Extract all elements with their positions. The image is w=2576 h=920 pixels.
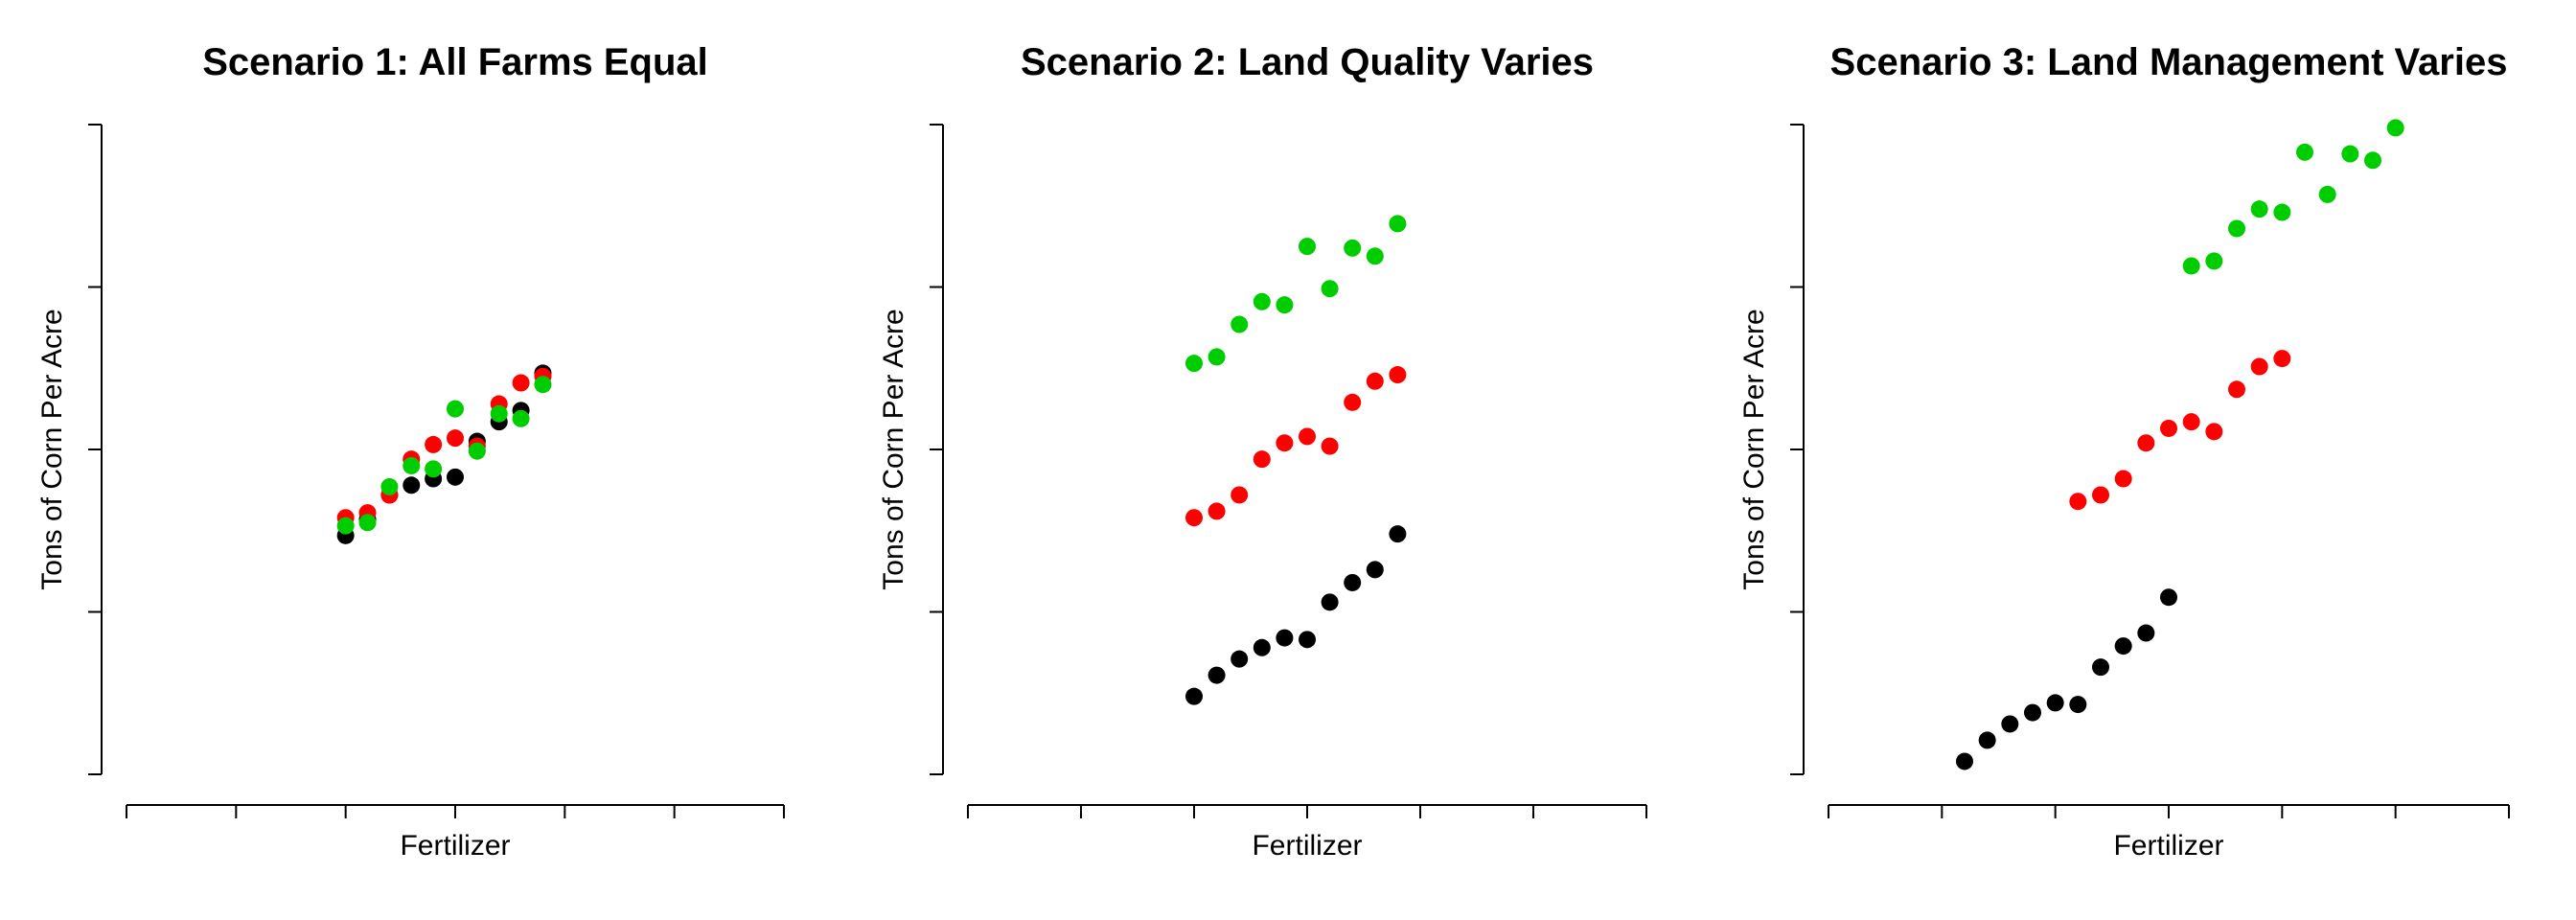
data-point [2205, 252, 2223, 270]
data-point [1389, 366, 1407, 384]
series-1 [1956, 588, 2177, 770]
data-point [1185, 687, 1203, 705]
data-point [380, 477, 399, 495]
y-axis-label: Tons of Corn Per Acre [878, 309, 909, 589]
x-axis-label: Fertilizer [2113, 830, 2223, 862]
data-point [2273, 350, 2291, 368]
data-point [534, 376, 552, 394]
data-point [1299, 238, 1316, 256]
data-point [1366, 372, 1384, 390]
panel-2: Scenario 2: Land Quality Varies Fertilize… [878, 41, 1647, 862]
data-point [1366, 247, 1384, 265]
series-1 [1185, 525, 1407, 705]
data-point [425, 435, 443, 453]
data-point [1299, 631, 1316, 649]
data-point [2024, 703, 2041, 722]
data-point [447, 429, 464, 448]
data-point [2092, 658, 2109, 677]
y-axis-label: Tons of Corn Per Acre [1738, 309, 1770, 589]
data-point [2205, 423, 2223, 441]
data-point [1208, 502, 1226, 520]
series-2 [336, 367, 552, 527]
data-point [2364, 151, 2381, 170]
data-point [1230, 650, 1249, 668]
data-point [1299, 427, 1316, 446]
x-axis-label: Fertilizer [400, 830, 510, 862]
data-point [1321, 280, 1339, 298]
data-point [2250, 200, 2268, 218]
data-point [447, 468, 464, 486]
data-point [2114, 637, 2132, 656]
chart-title: Scenario 1: All Farms Equal [202, 41, 708, 83]
data-point [2182, 413, 2200, 431]
data-point [1208, 348, 1226, 366]
data-point [1389, 215, 1407, 233]
data-point [1276, 629, 1294, 647]
data-point [2001, 715, 2019, 733]
series-3 [2182, 119, 2404, 275]
data-point [2250, 357, 2268, 376]
data-point [1276, 296, 1294, 314]
data-point [1321, 593, 1339, 611]
data-point [1344, 393, 1362, 411]
data-point [2046, 694, 2064, 712]
data-point [1253, 638, 1271, 656]
data-point [1321, 437, 1339, 455]
data-point [2228, 380, 2245, 399]
data-point [336, 517, 355, 535]
data-point [490, 404, 508, 423]
data-point [1208, 666, 1226, 684]
chart-title: Scenario 3: Land Management Varies [1830, 41, 2508, 83]
data-point [1230, 315, 1249, 334]
data-point [1344, 239, 1362, 257]
series-2 [1185, 366, 1407, 527]
data-point [1230, 486, 1249, 504]
data-point [2160, 419, 2177, 437]
data-point [1389, 525, 1407, 543]
data-point [1185, 509, 1203, 527]
data-point [1366, 561, 1384, 579]
data-point [2318, 185, 2336, 203]
data-point [1253, 450, 1271, 469]
data-point [1253, 292, 1271, 310]
data-point [425, 460, 443, 478]
data-point [2069, 696, 2087, 714]
series-2 [2069, 350, 2291, 511]
data-point [2182, 257, 2200, 275]
data-point [2069, 493, 2087, 511]
panel-3: Scenario 3: Land Management Varies Fertil… [1738, 41, 2510, 862]
data-point [447, 400, 464, 418]
data-point [1978, 731, 1996, 749]
series-3 [1185, 215, 1407, 373]
panel-1: Scenario 1: All Farms Equal Fertilizer Ton… [36, 41, 785, 862]
data-point [2341, 145, 2359, 163]
data-point [2114, 470, 2132, 488]
x-axis-label: Fertilizer [1252, 830, 1362, 862]
data-point [2092, 486, 2109, 504]
data-point [402, 476, 421, 494]
data-point [1185, 355, 1203, 373]
data-point [1344, 573, 1362, 591]
data-point [2137, 624, 2155, 642]
data-point [402, 456, 421, 474]
data-point [358, 514, 377, 532]
data-point [2386, 119, 2404, 137]
data-point [2273, 203, 2291, 221]
data-point [512, 374, 530, 392]
data-point [2137, 434, 2155, 452]
chart-title: Scenario 2: Land Quality Varies [1021, 41, 1594, 83]
y-axis-label: Tons of Corn Per Acre [36, 309, 68, 589]
data-point [2228, 219, 2245, 238]
data-point [2160, 588, 2177, 607]
data-point [1276, 434, 1294, 452]
series-3 [336, 376, 552, 535]
data-point [512, 409, 530, 427]
data-point [468, 442, 486, 460]
data-point [2296, 143, 2313, 161]
data-point [1956, 752, 1973, 770]
